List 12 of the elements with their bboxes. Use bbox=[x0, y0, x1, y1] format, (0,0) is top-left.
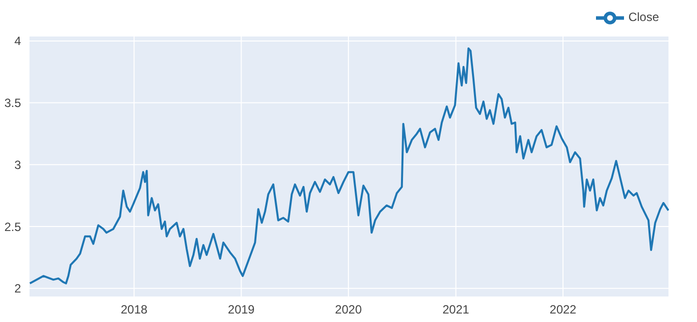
x-tick-label: 2021 bbox=[442, 302, 470, 317]
y-tick-label: 4 bbox=[14, 34, 22, 48]
line-series bbox=[29, 47, 669, 284]
y-tick-label: 3 bbox=[14, 158, 22, 172]
legend-label: Close bbox=[628, 10, 659, 24]
y-tick-label: 2.5 bbox=[4, 220, 22, 234]
y-tick-label: 3.5 bbox=[4, 96, 22, 110]
x-tick-label: 2018 bbox=[120, 302, 148, 317]
x-tick-label: 2022 bbox=[550, 302, 577, 317]
x-tick-label: 2020 bbox=[335, 302, 362, 317]
x-tick-label: 2019 bbox=[228, 302, 255, 317]
y-tick-label: 2 bbox=[14, 282, 22, 296]
